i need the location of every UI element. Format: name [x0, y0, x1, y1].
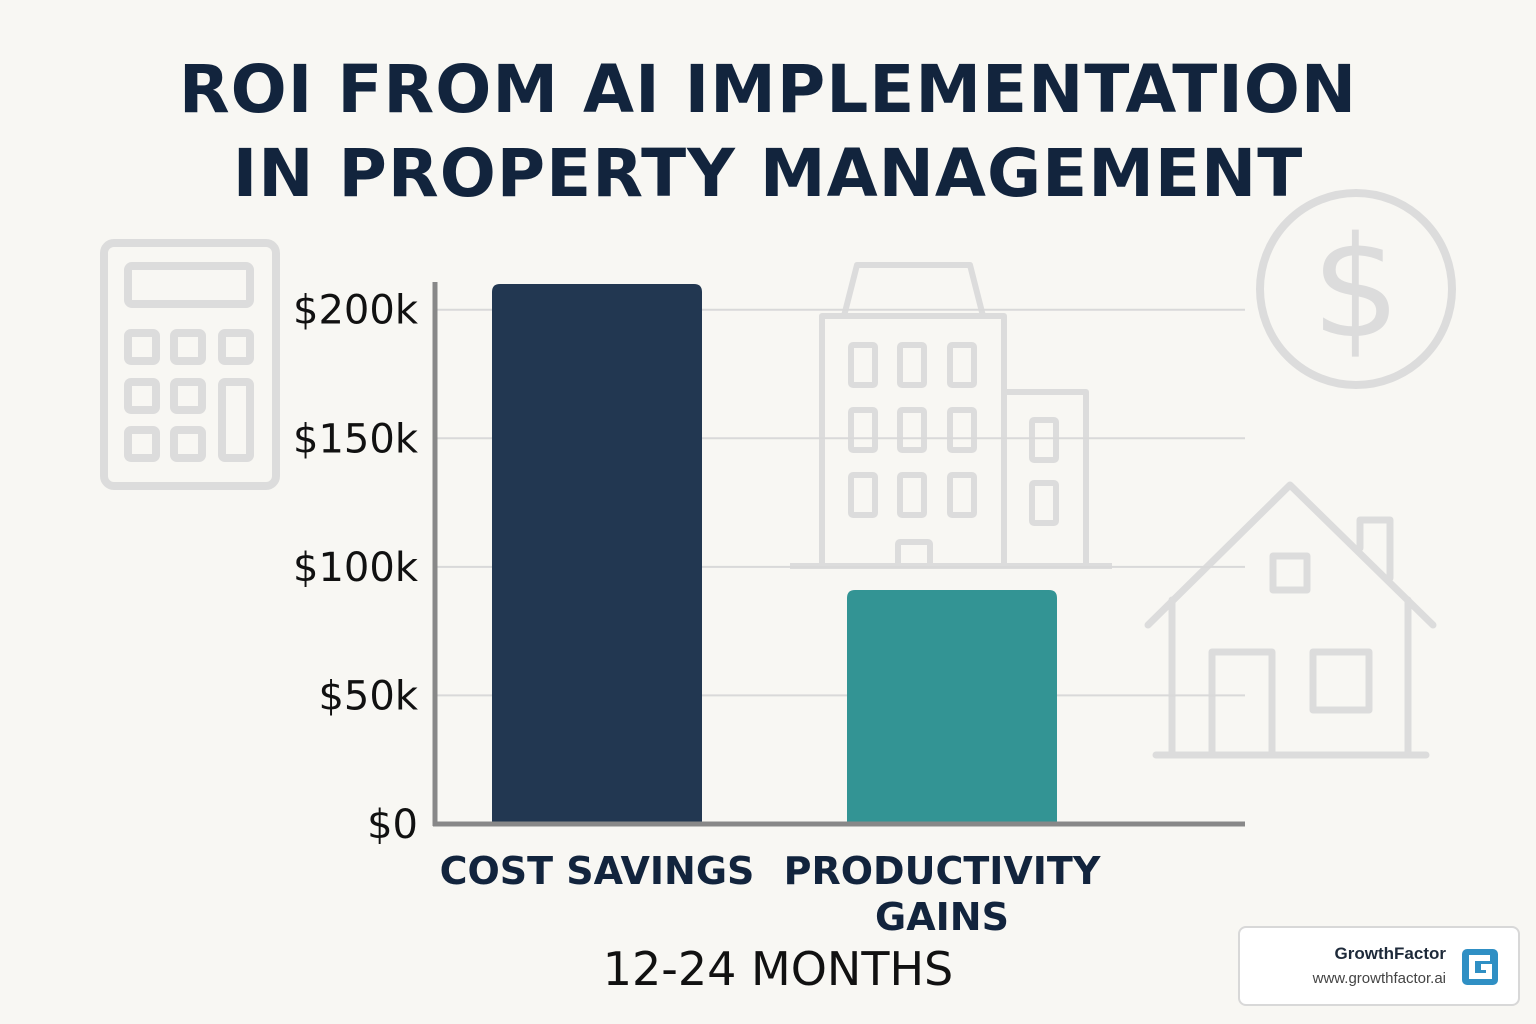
x-axis-label: 12-24 MONTHS: [603, 942, 953, 996]
chart-title: ROI FROM AI IMPLEMENTATION IN PROPERTY M…: [0, 48, 1536, 216]
svg-text:$: $: [1311, 207, 1400, 370]
house-icon: [1144, 481, 1437, 759]
category-label: PRODUCTIVITY: [784, 849, 1101, 893]
chart-title-line-2: IN PROPERTY MANAGEMENT: [232, 135, 1304, 212]
logo-name: GrowthFactor: [1334, 944, 1446, 963]
category-label: COST SAVINGS: [440, 849, 755, 893]
bars: [492, 284, 1057, 824]
dollar-coin-icon: $: [1256, 189, 1456, 389]
calculator-icon: [100, 239, 280, 490]
y-tick-label: $200k: [293, 288, 419, 334]
y-tick-label: $0: [367, 802, 418, 848]
axes: [432, 282, 1245, 827]
y-tick-labels: $0 $50k $100k $150k $200k: [293, 288, 419, 848]
category-label: GAINS: [875, 895, 1009, 939]
y-tick-label: $100k: [293, 545, 419, 591]
chart-title-line-1: ROI FROM AI IMPLEMENTATION: [178, 51, 1358, 128]
logo-url: www.growthfactor.ai: [1312, 970, 1446, 987]
growthfactor-logo-icon: [1462, 949, 1498, 985]
growthfactor-logo-badge: GrowthFactor www.growthfactor.ai: [1238, 926, 1520, 1006]
y-tick-label: $50k: [318, 673, 418, 719]
bar-productivity-gains: [847, 590, 1057, 824]
y-tick-label: $150k: [293, 416, 419, 462]
bar-cost-savings: [492, 284, 702, 824]
